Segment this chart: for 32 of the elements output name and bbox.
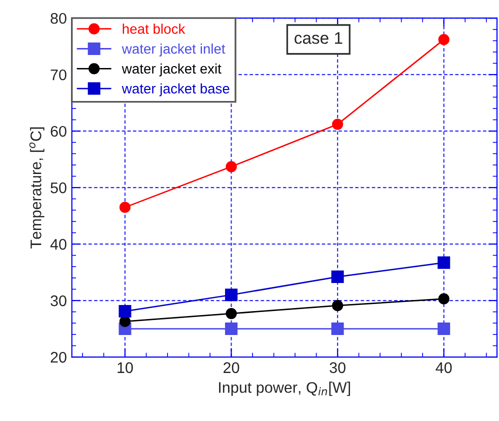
x-tick-label: 30 — [330, 362, 346, 374]
x-tick-label: 10 — [118, 362, 133, 374]
legend-label: water jacket base — [122, 83, 230, 96]
y-tick-label: 80 — [50, 12, 66, 24]
x-axis-title: Input power, Q$_{in}$[W] — [219, 382, 350, 396]
x-tick-label: 20 — [224, 362, 240, 374]
point — [119, 202, 131, 213]
legend-label: water jacket inlet — [122, 44, 226, 56]
legend-label: heat block — [122, 24, 186, 34]
legend-label: water jacket exit — [122, 63, 222, 76]
point — [331, 270, 344, 284]
point — [332, 118, 344, 130]
y-tick-label: 50 — [50, 182, 66, 194]
point — [331, 322, 344, 336]
y-tick-label: 20 — [50, 352, 66, 363]
y-tick-label: 70 — [50, 69, 66, 80]
y-tick-label: 30 — [50, 295, 66, 306]
point — [226, 161, 237, 172]
point — [438, 293, 450, 304]
point — [118, 305, 132, 318]
annotation: case 1 — [294, 32, 342, 44]
x-tick-label: 40 — [436, 362, 452, 374]
y-tick-label: 40 — [50, 238, 66, 250]
y-axis-title: Temperature, [$^{o}$C] — [29, 127, 44, 249]
point — [226, 308, 237, 320]
point — [438, 322, 450, 336]
point — [225, 322, 238, 336]
point — [332, 300, 344, 312]
point — [438, 256, 450, 269]
y-tick-label: 60 — [50, 126, 66, 137]
point — [438, 34, 450, 46]
point — [225, 288, 238, 302]
